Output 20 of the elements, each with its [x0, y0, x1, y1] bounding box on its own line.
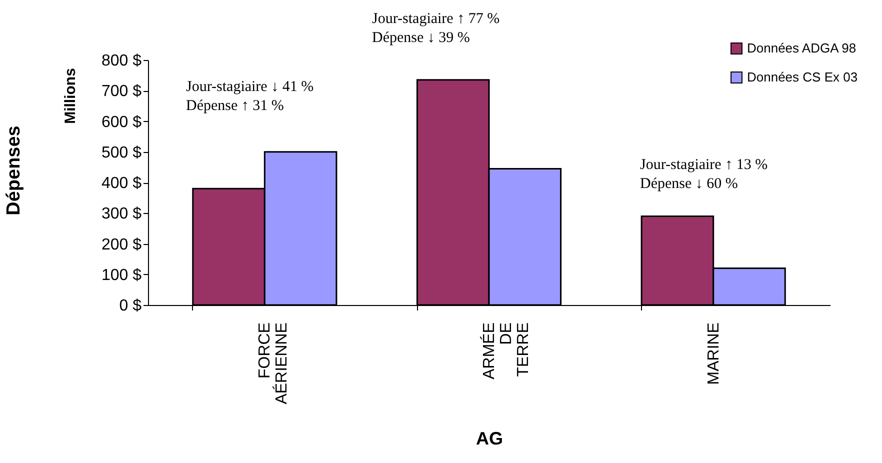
y-tick-label: 200 $: [101, 236, 142, 254]
y-tick-label: 500 $: [101, 144, 142, 162]
y-tick-label: 400 $: [101, 175, 142, 192]
x-tick-label: ARMÉE DE TERRE: [480, 322, 532, 380]
legend-label: Données CS Ex 03: [747, 70, 858, 84]
text: Jour-stagiaire ↑ 77 % Dépense ↓ 39 %: [372, 11, 500, 46]
annotation: Jour-stagiaire ↑ 13 % Dépense ↓ 60 %: [640, 157, 768, 192]
legend-label: Données ADGA 98: [747, 40, 856, 56]
y-tick-label: 600 $: [101, 114, 142, 131]
y-tick-label: 800 $: [101, 52, 142, 70]
x-axis-title: AG: [476, 428, 503, 448]
y-tick-label: 100 $: [101, 266, 142, 284]
y-tick-label: 700 $: [101, 83, 142, 100]
x-tick-label: FORCE AÉRIENNE: [256, 322, 291, 404]
text: Millions: [62, 68, 79, 124]
y-tick-label: 300 $: [101, 206, 142, 223]
y-tick-label: 0 $: [119, 298, 142, 314]
x-tick-label: MARINE: [705, 322, 722, 385]
annotation: Jour-stagiaire ↓ 41 % Dépense ↑ 31 %: [186, 79, 314, 114]
y-axis-title: Dépenses: [4, 126, 24, 216]
